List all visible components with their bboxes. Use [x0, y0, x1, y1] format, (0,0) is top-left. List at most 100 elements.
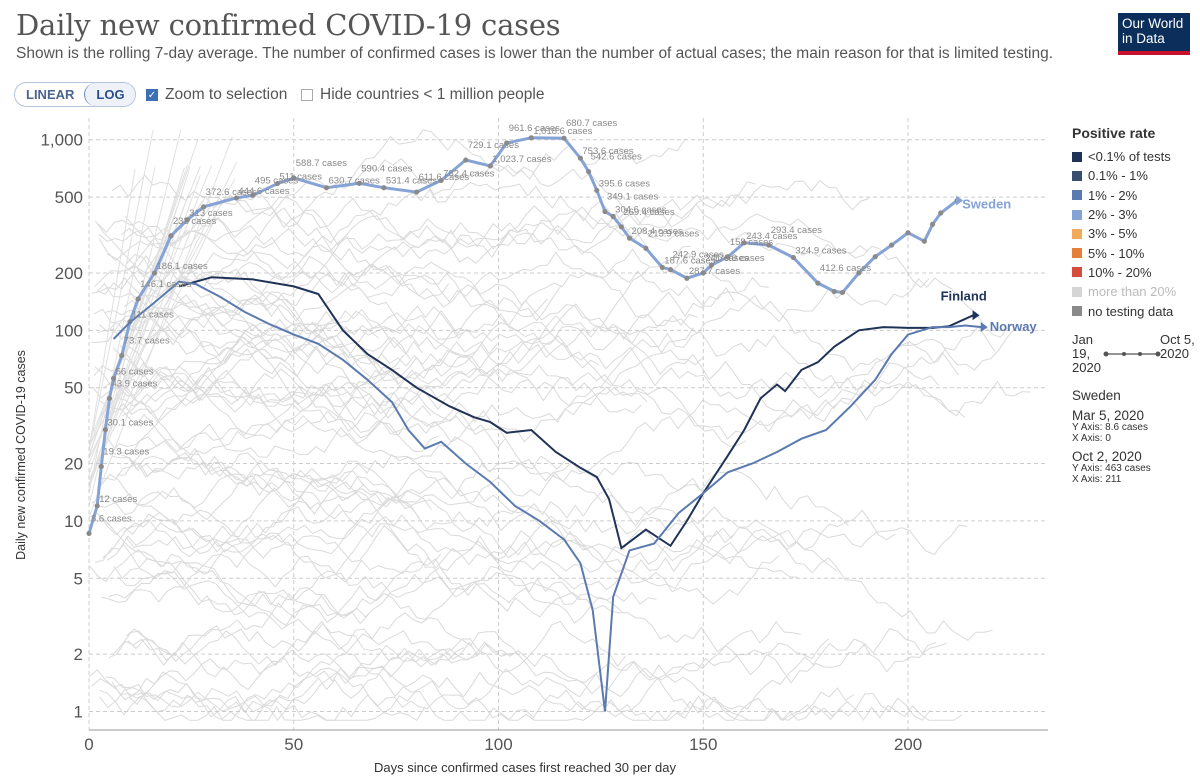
data-point[interactable] [233, 195, 240, 201]
background-country-line [123, 289, 698, 350]
background-country-line [88, 161, 238, 459]
data-point[interactable] [905, 230, 911, 236]
timeline-track[interactable] [1102, 348, 1162, 360]
data-point[interactable] [110, 375, 117, 381]
data-point[interactable] [381, 185, 387, 191]
point-annotation: 349.1 cases [607, 192, 658, 203]
point-annotation: 542.6 cases [591, 152, 642, 163]
data-point[interactable] [643, 245, 649, 251]
y-tick-label: 1,000 [40, 131, 83, 150]
data-point[interactable] [618, 224, 624, 230]
data-point[interactable] [463, 157, 469, 163]
data-point[interactable] [94, 503, 100, 509]
data-point[interactable] [594, 187, 600, 193]
y-tick-label: 500 [55, 188, 83, 207]
data-point[interactable] [790, 254, 796, 261]
data-point[interactable] [766, 242, 772, 248]
point-annotation: 1,018.6 cases [533, 126, 592, 137]
background-country-line [88, 136, 233, 518]
zoom-option[interactable]: ✓ Zoom to selection [146, 86, 287, 104]
linear-button[interactable]: LINEAR [26, 87, 75, 102]
data-point[interactable] [929, 221, 936, 227]
legend-item[interactable]: 2% - 3% [1072, 205, 1197, 224]
legend-item[interactable]: 3% - 5% [1072, 224, 1197, 243]
series-line-norway[interactable] [112, 280, 982, 712]
data-point[interactable] [561, 135, 567, 141]
data-point[interactable] [872, 254, 878, 260]
hover-info: Sweden Mar 5, 2020 Y Axis: 8.6 cases X A… [1072, 388, 1197, 485]
series-end-arrow [980, 322, 988, 333]
series-label[interactable]: Norway [990, 319, 1038, 334]
scale-toggle: LINEAR LOG [14, 82, 136, 107]
data-point[interactable] [151, 270, 158, 276]
data-point[interactable] [921, 238, 927, 244]
data-point[interactable] [414, 189, 420, 195]
data-point[interactable] [528, 135, 534, 141]
data-point[interactable] [323, 185, 330, 191]
data-point[interactable] [741, 240, 747, 246]
series-label[interactable]: Finland [941, 288, 987, 303]
y-tick-label: 100 [55, 321, 83, 340]
x-tick-label: 50 [284, 735, 303, 754]
data-point[interactable] [106, 395, 113, 402]
data-point[interactable] [659, 264, 665, 270]
background-country-line [94, 522, 948, 684]
data-point[interactable] [291, 175, 297, 181]
data-point[interactable] [438, 177, 444, 184]
data-point[interactable] [725, 254, 731, 260]
data-point[interactable] [86, 530, 92, 537]
timeline-end-handle[interactable] [1155, 351, 1161, 357]
data-point[interactable] [708, 262, 715, 268]
data-point[interactable] [184, 217, 190, 223]
timeline-slider[interactable]: Jan 19, 2020 Oct 5, 2020 [1072, 333, 1197, 383]
data-point[interactable] [585, 168, 592, 175]
data-point[interactable] [889, 242, 895, 248]
data-point[interactable] [201, 204, 207, 210]
data-point[interactable] [831, 288, 837, 295]
series-label[interactable]: Sweden [962, 196, 1011, 211]
data-point[interactable] [839, 289, 846, 296]
point-annotation: 30.1 cases [107, 418, 153, 429]
data-point[interactable] [684, 275, 690, 281]
log-button[interactable]: LOG [84, 83, 135, 106]
legend-label: 5% - 10% [1088, 245, 1145, 261]
legend-item[interactable]: 0.1% - 1% [1072, 166, 1197, 185]
series-line-finland[interactable] [178, 276, 974, 550]
data-point[interactable] [356, 180, 362, 186]
data-point[interactable] [700, 270, 706, 276]
legend-item[interactable]: more than 20% [1072, 282, 1197, 301]
x-tick-label: 0 [84, 735, 93, 754]
data-point[interactable] [102, 427, 108, 433]
data-point[interactable] [135, 296, 141, 302]
legend-item[interactable]: 1% - 2% [1072, 186, 1197, 205]
hide-option[interactable]: Hide countries < 1 million people [301, 86, 544, 104]
legend-item[interactable]: no testing data [1072, 301, 1197, 320]
data-point[interactable] [168, 233, 174, 239]
legend-item[interactable]: <0.1% of tests [1072, 147, 1197, 166]
data-point[interactable] [667, 266, 674, 273]
data-point[interactable] [577, 155, 584, 161]
data-point[interactable] [487, 163, 493, 169]
data-point[interactable] [504, 140, 510, 146]
owid-logo[interactable]: Our World in Data [1118, 13, 1190, 55]
point-annotation: 186.1 cases [157, 261, 208, 272]
data-point[interactable] [250, 192, 256, 198]
legend-item[interactable]: 5% - 10% [1072, 243, 1197, 262]
data-point[interactable] [610, 213, 616, 220]
legend-title: Positive rate [1072, 125, 1156, 141]
data-point[interactable] [815, 280, 821, 286]
data-point[interactable] [856, 270, 862, 276]
data-point[interactable] [602, 208, 608, 215]
legend-item[interactable]: 10% - 20% [1072, 263, 1197, 282]
legend: Positive rate <0.1% of tests 0.1% - 1% 1% … [1072, 125, 1197, 321]
zoom-checkbox[interactable]: ✓ [146, 89, 158, 101]
data-point[interactable] [938, 210, 944, 216]
data-point[interactable] [119, 352, 125, 359]
background-country-line [118, 325, 996, 415]
hide-checkbox[interactable] [301, 89, 313, 101]
data-point[interactable] [626, 235, 633, 241]
data-point[interactable] [98, 463, 104, 470]
data-point[interactable] [274, 180, 280, 187]
line-chart[interactable]: 1 2 5 10 20 50 100 200 500 1,000 0 50 100 150 200 Swed… [0, 0, 1060, 783]
timeline-start-handle[interactable] [1103, 351, 1109, 357]
